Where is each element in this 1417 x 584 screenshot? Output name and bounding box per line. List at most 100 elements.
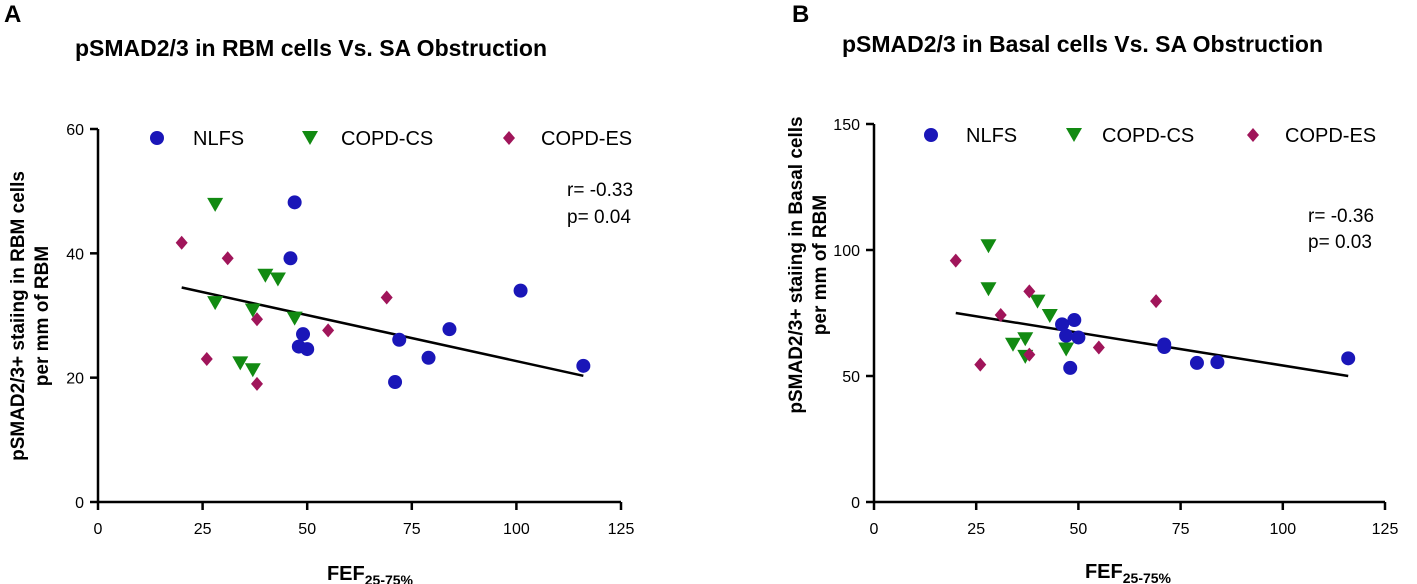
panel-a-y-tick-label: 40 xyxy=(66,246,84,263)
panel-a: A pSMAD2/3 in RBM cells Vs. SA Obstructi… xyxy=(4,1,634,584)
panel-a-ylabel-line1: pSMAD2/3+ staiing in RBM cells xyxy=(8,171,29,461)
panel-a-x-tick-label: 0 xyxy=(94,521,103,538)
panel-b-point-copd-es xyxy=(1023,284,1036,299)
panel-b-regression-line xyxy=(955,311,1349,378)
panel-b-point-nlfs xyxy=(1059,328,1074,343)
panel-a-point-copd-cs xyxy=(207,197,224,212)
panel-a-x-tick-label: 125 xyxy=(608,521,635,538)
panel-b-legend-copd-es-marker xyxy=(1247,128,1259,142)
panel-a-point-nlfs xyxy=(392,332,407,347)
panel-b-legend-copd-cs: COPD-CS xyxy=(1102,125,1194,147)
panel-a-point-copd-cs xyxy=(269,272,286,287)
panel-a-point-nlfs xyxy=(442,322,457,337)
panel-b-point-copd-cs xyxy=(1004,337,1021,352)
panel-b-point-copd-es xyxy=(949,253,962,268)
panel-b-point-nlfs xyxy=(1067,313,1082,328)
panel-a-y-tick-label: 20 xyxy=(66,371,84,388)
panel-a-x-tick-label: 25 xyxy=(194,521,212,538)
panel-a-legend-nlfs: NLFS xyxy=(193,128,244,150)
panel-b-x-tick-label: 50 xyxy=(1070,521,1088,538)
panel-a-point-copd-cs xyxy=(257,268,274,283)
panel-b-point-nlfs xyxy=(1055,317,1070,332)
panel-a-point-copd-es xyxy=(200,352,213,367)
panel-a-point-nlfs xyxy=(283,251,298,266)
panel-b-y-tick-label: 150 xyxy=(833,117,860,134)
panel-a-stat-p: p= 0.04 xyxy=(567,207,631,228)
panel-b-y-tick-label: 0 xyxy=(851,495,860,512)
panel-b-point-copd-cs xyxy=(1029,294,1046,309)
panel-a-xlabel-main: FEF xyxy=(327,563,365,584)
panel-a-point-copd-es xyxy=(175,235,188,250)
panel-a-point-copd-es xyxy=(221,251,234,266)
panel-a-y-tick-label: 60 xyxy=(66,122,84,139)
panel-a-point-copd-cs xyxy=(244,303,261,318)
panel-b-point-copd-es xyxy=(1092,340,1105,355)
panel-a-plot: 0 25 50 75 100 125 0 20 40 60 xyxy=(66,122,634,538)
panel-b-legend-nlfs: NLFS xyxy=(966,125,1017,147)
panel-a-point-copd-es xyxy=(322,323,335,338)
panel-b-legend-copd-cs-marker xyxy=(1066,128,1082,142)
panel-a-legend-copd-cs-marker xyxy=(302,131,318,145)
panel-b-point-copd-cs xyxy=(1058,342,1075,357)
panel-a-stat-r: r= -0.33 xyxy=(567,180,633,201)
panel-b-letter: B xyxy=(792,1,809,28)
panel-b-plot: 0 25 50 75 100 125 0 50 100 150 xyxy=(833,117,1398,538)
panel-b-xlabel-sub: 25-75% xyxy=(1123,570,1172,584)
panel-b: B pSMAD2/3 in Basal cells Vs. SA Obstruc… xyxy=(786,1,1398,584)
panel-a-legend-copd-es: COPD-ES xyxy=(541,128,632,150)
panel-a-ylabel-line2: per mm of RBM xyxy=(32,246,53,386)
panel-a-point-nlfs xyxy=(513,283,528,298)
panel-b-xlabel-main: FEF xyxy=(1085,561,1123,583)
panel-a-point-copd-cs xyxy=(207,296,224,311)
panel-a-xlabel-sub: 25-75% xyxy=(365,572,414,584)
panel-b-x-tick-label: 100 xyxy=(1269,521,1296,538)
panel-b-point-copd-cs xyxy=(980,282,997,297)
panel-a-x-tick-label: 100 xyxy=(503,521,530,538)
panel-b-legend: NLFS COPD-CS COPD-ES xyxy=(924,125,1376,147)
panel-b-legend-copd-es: COPD-ES xyxy=(1285,125,1376,147)
panel-a-point-copd-es xyxy=(250,312,263,327)
panel-b-point-nlfs xyxy=(1341,351,1356,366)
panel-a-xlabel: FEF25-75% xyxy=(327,563,414,584)
panel-b-point-copd-cs xyxy=(1017,332,1034,347)
panel-a-x-tick-label: 50 xyxy=(298,521,316,538)
panel-b-x-tick-label: 125 xyxy=(1372,521,1399,538)
panel-b-point-copd-es xyxy=(1150,294,1163,309)
panel-b-x-tick-label: 75 xyxy=(1172,521,1190,538)
panel-a-legend: NLFS COPD-CS COPD-ES xyxy=(150,128,632,150)
panel-b-stat-p: p= 0.03 xyxy=(1308,232,1372,253)
panel-b-stat-r: r= -0.36 xyxy=(1308,206,1374,227)
panel-b-point-copd-cs xyxy=(1041,309,1058,324)
panel-b-y-tick-label: 100 xyxy=(833,243,860,260)
panel-b-xlabel: FEF25-75% xyxy=(1085,561,1172,584)
panel-a-point-nlfs xyxy=(287,195,302,210)
panel-b-ylabel-line2: per mm of RBM xyxy=(810,195,831,335)
panel-b-ylabel-line1: pSMAD2/3+ staiing in Basal cells xyxy=(786,116,807,413)
panel-a-point-copd-es xyxy=(250,376,263,391)
panel-a-point-copd-cs xyxy=(232,356,249,371)
panel-a-point-nlfs xyxy=(576,358,591,373)
panel-b-point-copd-cs xyxy=(980,239,997,254)
panel-a-point-copd-cs xyxy=(244,363,261,378)
panel-a-y-tick-label: 0 xyxy=(75,495,84,512)
panel-b-point-nlfs xyxy=(1071,330,1086,345)
panel-a-x-tick-label: 75 xyxy=(403,521,421,538)
panel-b-legend-nlfs-marker xyxy=(924,128,938,142)
panel-b-title: pSMAD2/3 in Basal cells Vs. SA Obstructi… xyxy=(842,31,1323,57)
panel-b-point-nlfs xyxy=(1210,355,1225,370)
panel-b-point-nlfs xyxy=(1189,355,1204,370)
panel-b-point-copd-es xyxy=(994,308,1007,323)
panel-a-legend-copd-es-marker xyxy=(503,131,515,145)
panel-a-point-nlfs xyxy=(300,342,315,357)
panel-a-legend-copd-cs: COPD-CS xyxy=(341,128,433,150)
panel-b-point-copd-es xyxy=(974,357,987,372)
panel-a-title: pSMAD2/3 in RBM cells Vs. SA Obstruction xyxy=(75,35,547,61)
panel-a-letter: A xyxy=(4,1,21,28)
panel-b-point-copd-es xyxy=(1023,347,1036,362)
panel-b-point-nlfs xyxy=(1063,360,1078,375)
panel-a-regression-line xyxy=(181,286,584,378)
panel-b-x-tick-label: 25 xyxy=(967,521,985,538)
panel-b-x-tick-label: 0 xyxy=(870,521,879,538)
